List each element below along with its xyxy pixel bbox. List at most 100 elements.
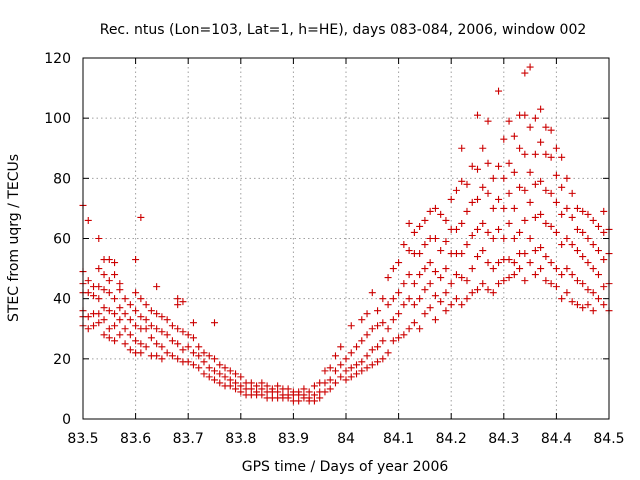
data-point [421,241,429,249]
data-point [484,286,492,294]
data-point [95,283,103,291]
data-point [547,189,555,197]
data-point [111,271,119,279]
data-point [379,337,387,345]
data-point [474,253,481,261]
data-point [211,367,218,375]
data-point [537,244,545,252]
data-point [600,228,608,236]
data-point [121,295,129,303]
data-point [526,198,534,206]
data-point [547,126,555,134]
data-point [389,337,397,345]
data-point [326,376,334,384]
data-point [84,289,92,297]
data-point [537,105,545,113]
data-point [437,298,445,306]
data-point [100,304,108,312]
data-point [568,298,576,306]
data-point [258,379,266,387]
data-point [463,207,471,215]
data-point [368,289,376,297]
data-point [452,295,460,303]
data-point [468,231,476,239]
data-point [337,361,345,369]
x-tick-label: 83.7 [173,431,204,447]
data-point [95,265,103,273]
data-point [416,325,424,333]
data-point [158,328,166,336]
data-point [237,382,245,390]
x-tick-label: 83.5 [67,431,98,447]
data-point [274,382,282,390]
data-point [226,367,234,375]
data-point [174,325,182,333]
data-point [552,144,560,152]
data-point [421,310,429,318]
data-point [510,204,518,212]
data-point [431,204,439,212]
data-point [216,370,224,378]
data-point [426,207,434,215]
data-point [237,373,245,381]
data-point [563,204,571,212]
data-point [505,219,513,227]
data-point [458,274,466,282]
data-point [437,274,445,282]
data-point [495,225,503,233]
data-point [500,135,508,143]
data-point [526,235,534,242]
data-point [142,325,150,333]
data-point [305,388,313,396]
data-point [431,292,439,300]
data-point [521,111,529,119]
data-point [174,295,182,303]
data-point [232,385,240,393]
data-point [384,274,392,282]
data-point [442,216,450,224]
data-point [563,265,571,273]
data-point [358,358,366,366]
data-point [442,265,450,273]
data-point [158,343,166,351]
y-tick-label: 100 [44,111,71,127]
data-point [495,195,503,203]
data-point [284,394,292,402]
data-point [342,355,350,363]
data-point [84,313,92,321]
x-tick-label: 83.9 [278,431,309,447]
data-point [568,213,576,221]
data-point [542,186,550,194]
data-point [547,280,555,288]
data-point [558,295,566,303]
data-point [147,322,155,330]
data-point [463,241,471,249]
data-point [179,298,187,306]
data-point [379,295,387,303]
data-point [274,388,282,396]
data-point [147,334,155,342]
data-point [558,271,566,279]
data-point [121,340,129,348]
data-point [584,235,592,242]
data-point [479,219,487,227]
data-point [573,204,581,212]
data-point [379,319,387,327]
data-point [531,271,539,279]
data-point [405,219,413,227]
data-point [132,337,140,345]
data-point [489,174,497,182]
data-point [153,340,161,348]
data-point [163,316,171,324]
data-point [368,325,376,333]
data-point [142,343,150,351]
data-point [142,301,150,309]
data-point [121,310,129,318]
data-point [526,168,534,176]
data-point [205,352,213,360]
data-point [310,397,318,405]
data-point [358,316,366,324]
x-tick-label: 83.6 [120,431,151,447]
x-tick-label: 84.5 [593,431,624,447]
chart-title: Rec. ntus (Lon=103, Lat=1, h=HE), days 0… [100,22,587,38]
